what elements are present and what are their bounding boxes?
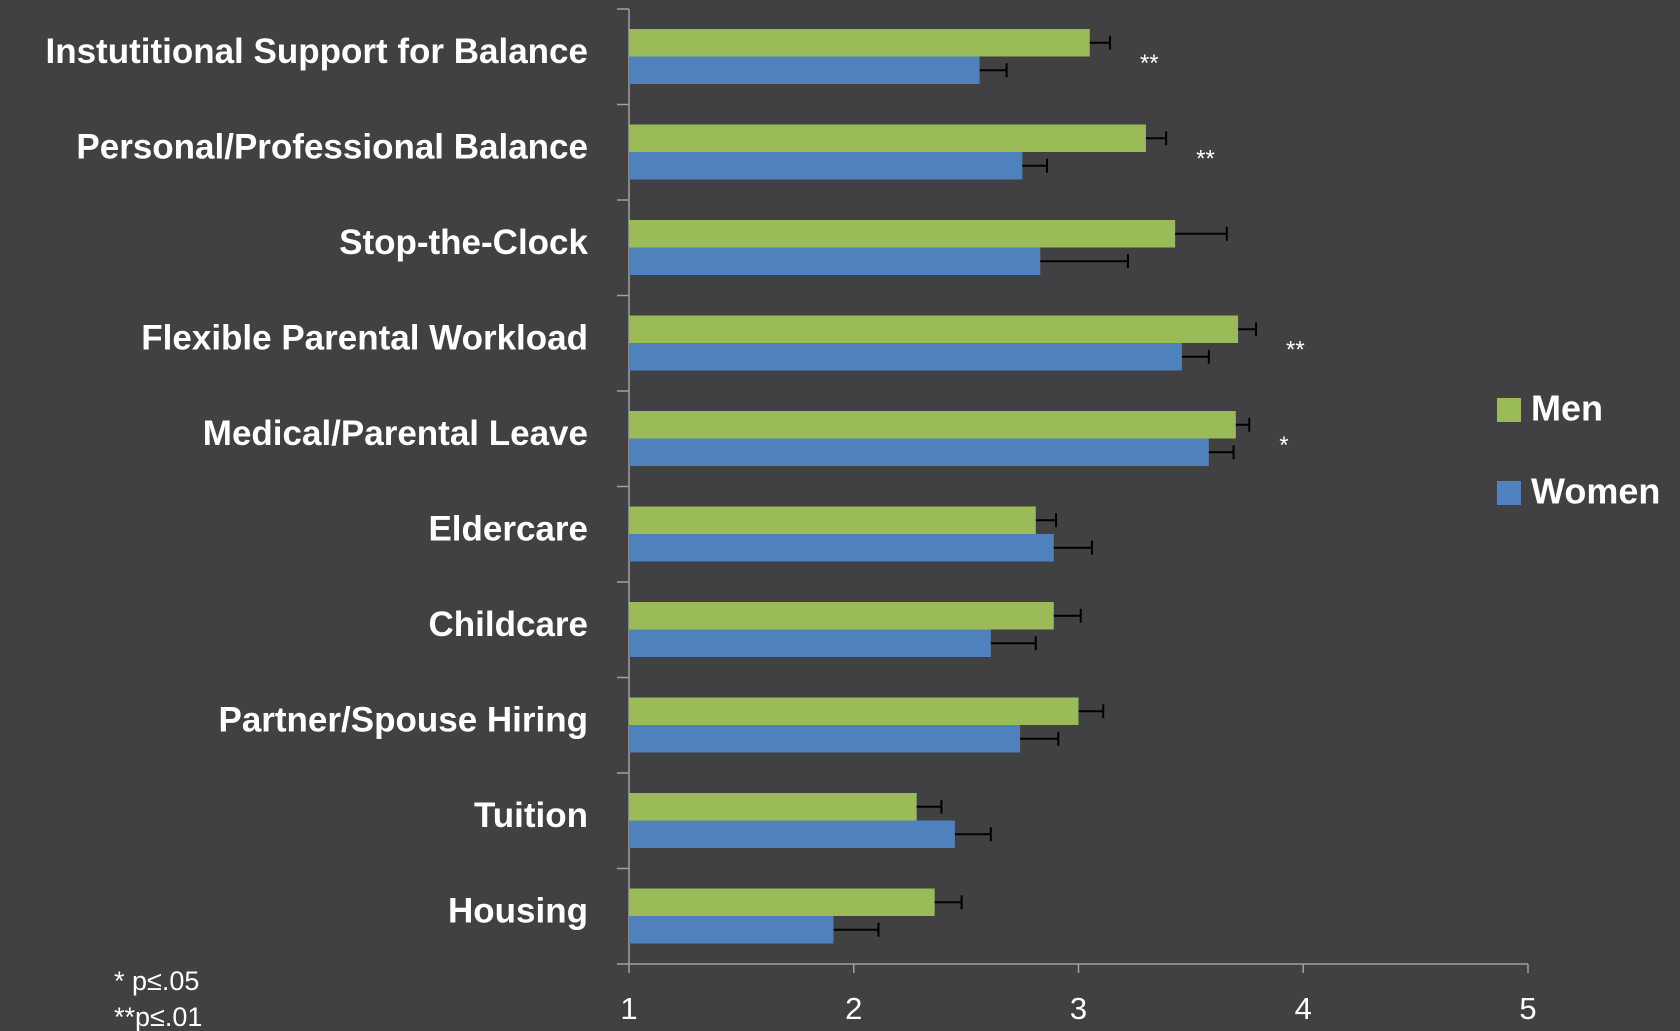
error-bar (934, 895, 963, 910)
bar (629, 534, 1054, 562)
error-bar (1145, 131, 1168, 146)
significance-marker: ** (1140, 50, 1159, 77)
category-label: Instutitional Support for Balance (45, 32, 588, 71)
bar (629, 343, 1182, 371)
error-bar (1238, 322, 1258, 337)
error-bar (1053, 608, 1082, 623)
bar (629, 152, 1023, 180)
category-label: Childcare (429, 605, 589, 644)
bar (629, 411, 1236, 439)
bar (629, 793, 917, 821)
bar (629, 56, 980, 84)
error-bar (1078, 704, 1105, 719)
legend-swatch (1497, 481, 1521, 505)
category-label: Personal/Professional Balance (76, 128, 588, 167)
error-bar (1053, 540, 1093, 555)
significance-marker: * (1279, 432, 1288, 459)
category-label: Housing (448, 892, 588, 931)
error-bar (1181, 349, 1210, 364)
x-tick-label: 2 (845, 991, 862, 1026)
bar (629, 247, 1041, 275)
bar (629, 725, 1021, 753)
x-tick-label: 4 (1295, 991, 1312, 1026)
bar (629, 602, 1054, 630)
error-bar (1208, 445, 1235, 460)
x-tick-label: 5 (1519, 991, 1536, 1026)
bar (629, 629, 991, 657)
significance-marker: ** (1286, 337, 1305, 364)
bar (629, 220, 1176, 248)
error-bar (1022, 158, 1049, 173)
bar (629, 438, 1209, 466)
category-label: Eldercare (428, 510, 588, 549)
bar (629, 697, 1079, 725)
bar (629, 820, 955, 848)
legend-swatch (1497, 398, 1521, 422)
error-bar (990, 636, 1037, 651)
legend-label: Women (1531, 471, 1660, 512)
bar (629, 315, 1239, 343)
category-label: Flexible Parental Workload (141, 319, 588, 358)
bar (629, 29, 1090, 57)
bar (629, 506, 1036, 534)
x-tick-label: 1 (620, 991, 637, 1026)
error-bar (979, 63, 1008, 78)
bar (629, 916, 834, 944)
category-label: Partner/Spouse Hiring (218, 701, 588, 740)
error-bar (1175, 226, 1228, 241)
bar (629, 124, 1146, 152)
error-bar (1040, 254, 1129, 269)
significance-marker: ** (1196, 146, 1215, 173)
footnote: * p≤.05 (114, 966, 199, 996)
legend-label: Men (1531, 388, 1603, 429)
category-label: Tuition (474, 796, 588, 835)
error-bar (1235, 417, 1251, 432)
footnote: **p≤.01 (114, 1002, 202, 1031)
error-bar (1089, 35, 1111, 50)
bar (629, 888, 935, 916)
error-bar (954, 827, 992, 842)
error-bar (833, 922, 880, 937)
error-bar (1035, 513, 1058, 528)
error-bar (916, 799, 943, 814)
error-bar (1020, 731, 1060, 746)
category-label: Stop-the-Clock (339, 223, 588, 262)
x-tick-label: 3 (1070, 991, 1087, 1026)
category-label: Medical/Parental Leave (203, 414, 588, 453)
